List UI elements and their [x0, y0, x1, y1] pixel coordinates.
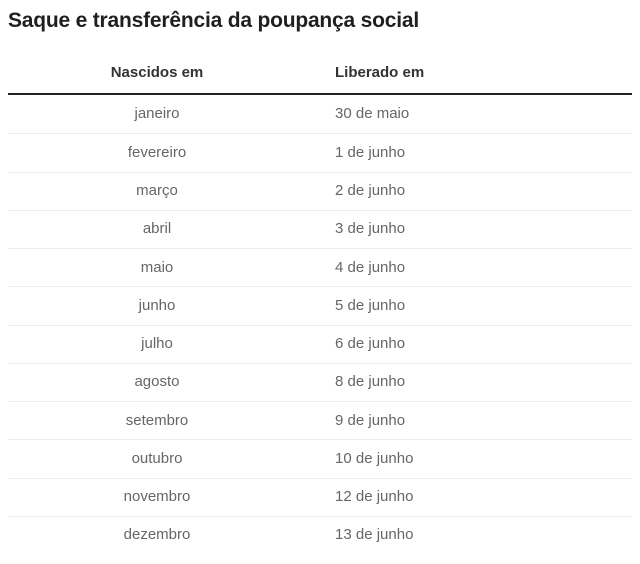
cell-born-month: setembro — [125, 411, 189, 429]
table-body: janeiro 30 de maio fevereiro 1 de junho … — [8, 95, 632, 554]
page-title: Saque e transferência da poupança social — [8, 9, 419, 32]
table-row: outubro 10 de junho — [8, 439, 632, 477]
cell-born-month: agosto — [134, 373, 180, 391]
table-row: janeiro 30 de maio — [8, 95, 632, 133]
table-row: junho 5 de junho — [8, 286, 632, 324]
table-row: agosto 8 de junho — [8, 362, 632, 401]
cell-released-date: 13 de junho — [335, 526, 414, 544]
cell-born-month: junho — [138, 296, 176, 314]
payout-schedule-table: Nascidos em Liberado em janeiro 30 de ma… — [8, 36, 632, 554]
column-header-released: Liberado em — [335, 64, 425, 81]
cell-born-month: dezembro — [123, 526, 191, 544]
cell-released-date: 9 de junho — [335, 411, 406, 429]
table-row: março 2 de junho — [8, 171, 632, 210]
cell-born-month: março — [136, 182, 178, 200]
cell-released-date: 2 de junho — [335, 182, 406, 200]
cell-released-date: 12 de junho — [335, 488, 414, 506]
cell-born-month: fevereiro — [127, 143, 187, 161]
cell-born-month: julho — [141, 335, 173, 353]
column-header-born: Nascidos em — [110, 64, 204, 81]
table-row: abril 3 de junho — [8, 209, 632, 248]
cell-born-month: janeiro — [134, 105, 180, 123]
table-row: dezembro 13 de junho — [8, 515, 632, 554]
cell-released-date: 6 de junho — [335, 335, 406, 353]
cell-released-date: 5 de junho — [335, 296, 406, 314]
table-row: setembro 9 de junho — [8, 401, 632, 439]
table-row: julho 6 de junho — [8, 324, 632, 363]
cell-born-month: novembro — [123, 488, 191, 506]
table-row: novembro 12 de junho — [8, 477, 632, 516]
cell-born-month: maio — [140, 258, 174, 276]
table-row: fevereiro 1 de junho — [8, 133, 632, 171]
cell-released-date: 30 de maio — [335, 105, 410, 123]
table-header-row: Nascidos em Liberado em — [8, 36, 632, 95]
cell-released-date: 3 de junho — [335, 220, 406, 238]
cell-released-date: 8 de junho — [335, 373, 406, 391]
cell-released-date: 10 de junho — [335, 449, 414, 467]
cell-released-date: 4 de junho — [335, 258, 406, 276]
table-row: maio 4 de junho — [8, 248, 632, 286]
cell-released-date: 1 de junho — [335, 143, 406, 161]
cell-born-month: outubro — [131, 449, 183, 467]
cell-born-month: abril — [142, 220, 172, 238]
